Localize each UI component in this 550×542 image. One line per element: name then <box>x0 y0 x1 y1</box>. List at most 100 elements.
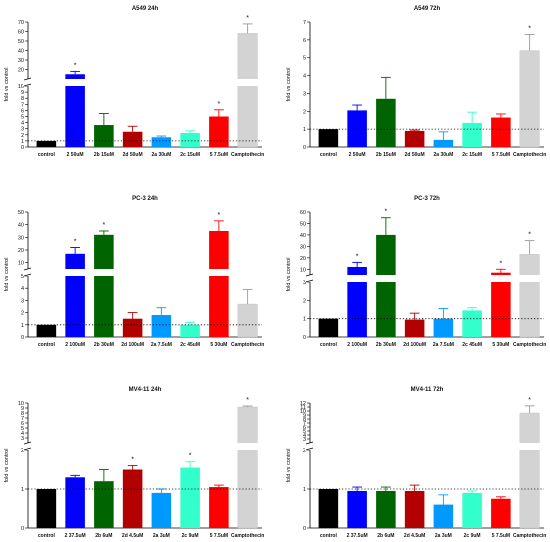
y-tick-label: 3 <box>21 436 24 442</box>
x-tick-label: 2 100uM <box>347 342 367 348</box>
bar <box>209 231 229 337</box>
y-tick-label: 30 <box>300 244 306 250</box>
x-tick-label: 2a 3uM <box>435 533 452 539</box>
bar <box>94 125 114 147</box>
x-tick-label: 2a 7.5uM <box>433 342 454 348</box>
y-tick-label: 5 <box>303 429 306 435</box>
y-tick-label: 3 <box>303 437 306 443</box>
x-tick-label: 2b 6uM <box>95 533 112 539</box>
x-tick-label: Camptothecin <box>513 152 546 158</box>
bar <box>36 489 57 528</box>
y-tick-label: 2 <box>303 109 306 115</box>
bar <box>237 406 258 529</box>
significance-star: * <box>356 253 359 260</box>
significance-star: * <box>500 260 503 267</box>
x-tick-label: 2a 30uM <box>434 152 454 158</box>
y-tick-label: 5 <box>303 56 306 62</box>
bar-break-gap <box>490 275 512 282</box>
y-tick-label: 9 <box>21 90 24 96</box>
x-tick-label: 2 50uM <box>349 152 366 158</box>
axis-break-mark <box>305 273 314 277</box>
bar <box>347 110 367 147</box>
x-tick-label: 2d 100uM <box>121 342 144 348</box>
bar <box>65 74 85 147</box>
y-tick-label: 3 <box>303 91 306 97</box>
x-tick-label: control <box>320 342 338 348</box>
y-tick-label: 40 <box>18 49 24 55</box>
x-tick-label: 2d 100uM <box>403 342 426 348</box>
significance-star: * <box>528 232 531 239</box>
bar <box>433 504 454 528</box>
x-tick-label: 2d 4.5uM <box>404 533 425 539</box>
bar <box>491 498 511 528</box>
y-tick-label: 60 <box>300 210 306 216</box>
y-tick-label: 20 <box>18 248 24 254</box>
axis-break-mark <box>23 77 32 81</box>
significance-star: * <box>218 101 221 108</box>
bar <box>519 50 540 148</box>
y-tick-label: 0 <box>303 526 306 532</box>
bar <box>151 137 172 147</box>
bar <box>122 131 143 147</box>
bar <box>491 117 511 147</box>
y-tick-label: 50 <box>18 39 24 45</box>
y-tick-label: 10 <box>18 261 24 267</box>
y-tick-label: 8 <box>21 411 24 417</box>
bar-break-gap <box>93 269 115 276</box>
significance-star: * <box>74 238 77 245</box>
x-tick-label: 2c 45uM <box>180 342 200 348</box>
y-tick-label: 6 <box>303 425 306 431</box>
bar <box>404 319 425 337</box>
significance-star: * <box>131 457 134 464</box>
axis-break-mark <box>23 441 32 445</box>
x-tick-label: 2a 30uM <box>152 152 172 158</box>
bar <box>347 490 367 528</box>
chart-title: A549 72h <box>414 6 441 12</box>
axis-break-mark <box>305 441 314 445</box>
y-tick-label: 1 <box>303 127 306 133</box>
bar-break-gap <box>208 269 230 276</box>
x-tick-label: 2c 15uM <box>180 152 200 158</box>
x-tick-label: 2a 3uM <box>153 533 170 539</box>
y-tick-label: 2 <box>21 448 24 454</box>
bar-break-gap <box>518 443 541 450</box>
x-tick-label: 2b 30uM <box>94 342 114 348</box>
y-tick-label: 10 <box>18 401 24 407</box>
y-tick-label: 3 <box>21 298 24 304</box>
y-tick-label: 30 <box>18 58 24 64</box>
chart-title: A549 24h <box>132 6 159 12</box>
x-tick-label: 2 37.5uM <box>347 533 368 539</box>
x-tick-label: 2b 30uM <box>376 342 396 348</box>
x-tick-label: 2a 7.5uM <box>151 342 172 348</box>
x-tick-label: 2d 4.5uM <box>122 533 143 539</box>
y-tick-label: 0 <box>21 526 24 532</box>
x-tick-label: Camptothecin <box>513 342 546 348</box>
bar <box>180 324 200 337</box>
y-tick-label: 0 <box>303 335 306 341</box>
x-tick-label: 2c 15uM <box>462 152 482 158</box>
y-axis-label: fold vs control <box>4 258 10 292</box>
x-tick-label: control <box>38 342 56 348</box>
chart-title: MV4-11 24h <box>129 387 162 393</box>
y-axis-label: fold vs control <box>286 258 292 292</box>
bar <box>237 303 258 338</box>
y-tick-label: 0 <box>303 145 306 151</box>
x-tick-label: 2 50uM <box>67 152 84 158</box>
bar <box>209 487 229 528</box>
x-tick-label: 5 7.5uM <box>492 152 510 158</box>
axis-break-gap <box>23 269 31 276</box>
significance-star: * <box>189 453 192 460</box>
y-tick-label: 6 <box>21 421 24 427</box>
axis-break-mark <box>23 83 32 87</box>
axis-break-mark <box>23 447 32 451</box>
y-tick-label: 2 <box>21 311 24 317</box>
y-tick-label: 7 <box>303 20 306 26</box>
x-tick-label: control <box>38 533 56 539</box>
x-tick-label: control <box>320 533 338 539</box>
chart-panel-3: PC-3 24h fold vs control 0 1 2 3 4 5 10 20 30 40 50 c… <box>4 196 264 348</box>
y-tick-label: 6 <box>303 38 306 44</box>
bar <box>404 490 425 528</box>
